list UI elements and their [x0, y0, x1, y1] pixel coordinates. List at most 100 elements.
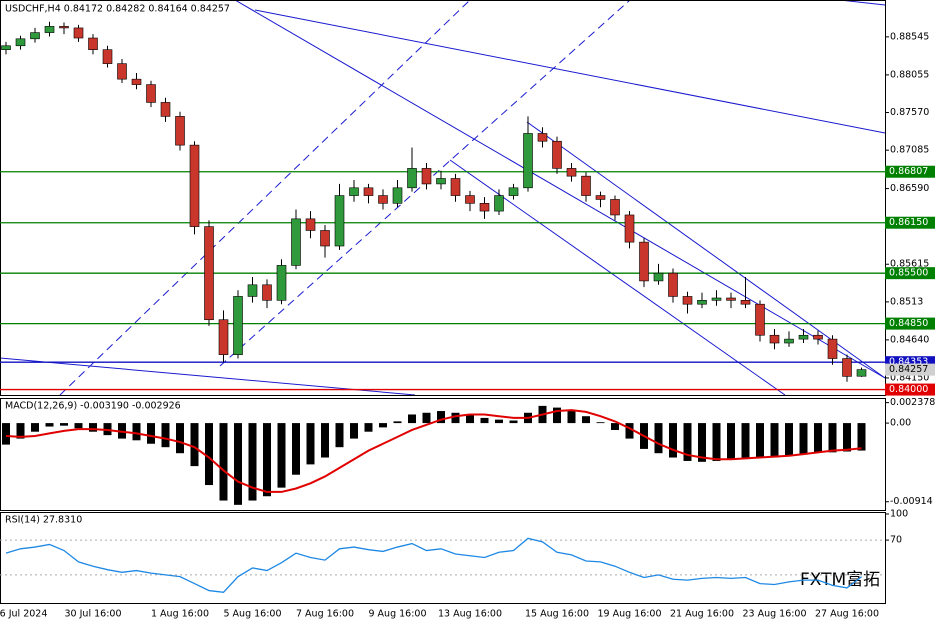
rsi-title: RSI(14) 27.8310	[5, 515, 82, 526]
candle-body	[305, 218, 316, 231]
macd-bar	[132, 423, 141, 441]
x-tick-label: 19 Aug 16:00	[597, 609, 661, 620]
macd-bar	[248, 423, 257, 501]
level-label: 0.86150	[889, 217, 928, 228]
macd-bar	[277, 423, 286, 488]
y-tick-label: 0.88055	[890, 69, 929, 80]
candle-body	[247, 284, 258, 297]
y-tick-label: 0.84150	[890, 372, 929, 383]
signal-line	[5, 409, 862, 493]
candle-body	[59, 26, 69, 29]
channel-line	[59, 0, 471, 396]
macd-bar	[393, 421, 402, 424]
y-tick-label: 0.85615	[890, 259, 929, 270]
trend-line	[0, 357, 416, 396]
candle-body	[668, 272, 678, 297]
macd-bar	[698, 423, 706, 462]
candle-body	[682, 296, 693, 305]
candle-body	[697, 300, 707, 305]
x-tick-label: 30 Jul 16:00	[65, 609, 122, 620]
macd-bar	[451, 412, 460, 424]
macd-bar	[147, 423, 155, 444]
candle-body	[624, 214, 635, 243]
macd-bar	[321, 423, 329, 458]
candle-body	[291, 218, 301, 266]
x-tick-label: 15 Aug 16:00	[525, 609, 589, 620]
macd-bar	[31, 423, 39, 432]
candle-body	[233, 296, 243, 355]
y-tick-label: 0.84640	[890, 334, 929, 345]
candle-body	[349, 187, 359, 196]
candle-body	[146, 84, 156, 103]
macd-title: MACD(12,26,9) -0.003190 -0.002926	[5, 401, 181, 412]
rsi-panel	[0, 512, 886, 604]
macd-bar	[596, 422, 605, 424]
x-tick-label: 5 Aug 16:00	[223, 609, 281, 620]
macd-bar	[814, 423, 822, 453]
macd-bar	[785, 423, 793, 456]
y-tick-label: 0.8513	[890, 296, 923, 307]
y-tick-label: 100	[890, 509, 908, 520]
y-tick-label: 0.86590	[890, 183, 929, 194]
candle-body	[131, 78, 142, 85]
candle-body	[407, 168, 417, 189]
candle-body	[769, 334, 780, 344]
macd-bar	[292, 423, 300, 475]
candle-body	[813, 334, 823, 340]
candle-body	[189, 144, 200, 227]
candle-body	[740, 300, 751, 305]
macd-bar	[89, 423, 97, 432]
y-tick-label: 0.002378	[890, 397, 935, 408]
level-label: 0.84850	[889, 318, 928, 329]
candle-body	[537, 133, 548, 142]
macd-bar	[335, 423, 344, 448]
trend-line	[254, 9, 886, 134]
candle-body	[421, 168, 432, 185]
macd-bar	[770, 423, 779, 458]
macd-bar	[480, 417, 489, 424]
candle-body	[378, 195, 388, 204]
candle-body	[1, 45, 11, 50]
candle-body	[726, 297, 736, 301]
macd-bar	[60, 423, 68, 426]
candle-body	[392, 187, 403, 204]
candle-body	[175, 116, 185, 146]
x-tick-label: 1 Aug 16:00	[151, 609, 209, 620]
candle-body	[653, 272, 664, 282]
candle-body	[44, 26, 55, 33]
level-tag	[885, 267, 935, 280]
level-tag	[885, 165, 935, 178]
candle-body	[363, 187, 374, 196]
main-panel	[0, 0, 886, 396]
level-tag	[885, 383, 935, 396]
x-tick-label: 9 Aug 16:00	[368, 609, 426, 620]
macd-bar	[364, 423, 373, 432]
candle-body	[73, 27, 84, 39]
y-tick-label: 0.88545	[890, 31, 929, 42]
macd-bar	[669, 423, 677, 458]
candle-body	[204, 226, 214, 321]
macd-bar	[219, 423, 228, 501]
macd-bar	[828, 423, 837, 453]
x-tick-label: 23 Aug 16:00	[742, 609, 806, 620]
candle-body	[494, 195, 504, 212]
macd-bar	[611, 423, 619, 430]
macd-bar	[509, 420, 518, 424]
y-tick-label: 0.00	[890, 418, 911, 429]
candle-body	[566, 168, 577, 177]
candle-body	[30, 32, 40, 40]
trend-line	[234, 0, 886, 379]
candle-body	[218, 319, 229, 355]
candle-body	[552, 140, 562, 169]
y-tick-label: 70	[890, 535, 902, 546]
trend-lines	[0, 0, 886, 396]
macd-bar	[190, 423, 199, 467]
macd-bar	[654, 423, 663, 454]
macd-bar	[350, 423, 358, 439]
candle-body	[827, 338, 838, 359]
price-label: 0.84257	[889, 364, 928, 375]
x-tick-label: 7 Aug 16:00	[296, 609, 354, 620]
macd-bar	[74, 423, 83, 429]
candle-body	[639, 241, 649, 282]
